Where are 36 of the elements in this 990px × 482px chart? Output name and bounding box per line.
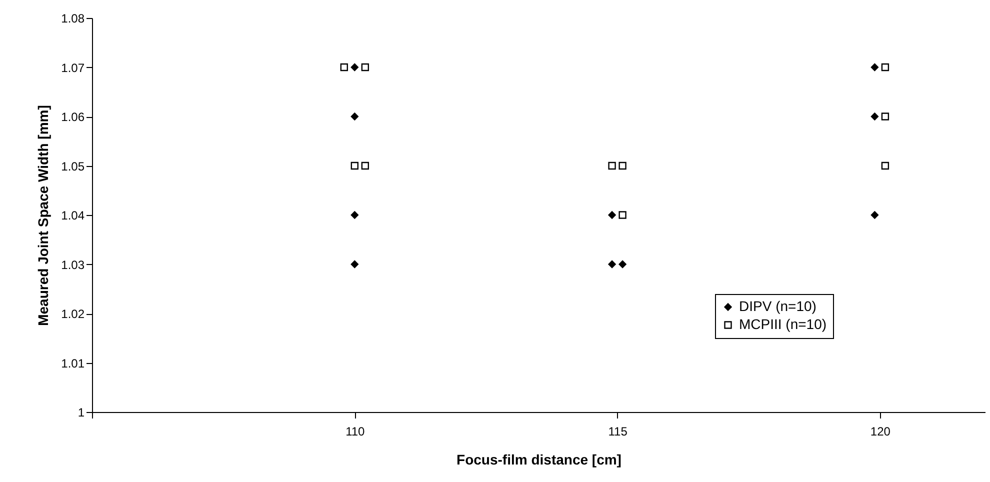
y-tick-label: 1.06 [61,110,85,124]
y-tick-label: 1 [78,406,85,420]
legend-label: DIPV (n=10) [739,298,816,314]
y-axis-title: Meaured Joint Space Width [mm] [35,105,52,326]
point [618,162,626,170]
x-tick-label: 110 [346,424,366,438]
point [350,162,358,170]
point [350,63,358,72]
point [881,112,890,120]
point [870,112,879,120]
point [870,211,879,219]
y-tick-label: 1.02 [61,307,85,321]
legend-label: MCPIII (n=10) [739,316,827,332]
y-tick-label: 1.08 [61,12,85,26]
point [608,260,616,268]
point [340,63,348,72]
point [608,211,616,219]
y-tick-label: 1.04 [61,208,85,222]
point [361,162,369,170]
x-axis-title: Focus-film distance [cm] [456,452,622,468]
point [361,63,369,72]
y-tick-label: 1.07 [61,60,85,75]
point [350,112,358,120]
point [881,162,890,170]
point [881,63,890,72]
x-tick-label: 120 [870,424,891,438]
y-tick-label: 1.05 [61,159,85,174]
y-tick-label: 1.01 [61,356,85,370]
point [350,211,358,219]
point [618,211,626,219]
point [870,63,879,72]
point [618,260,626,268]
point [608,162,616,170]
y-tick-label: 1.03 [61,258,85,272]
x-tick-label: 115 [608,424,628,438]
point [350,260,358,268]
